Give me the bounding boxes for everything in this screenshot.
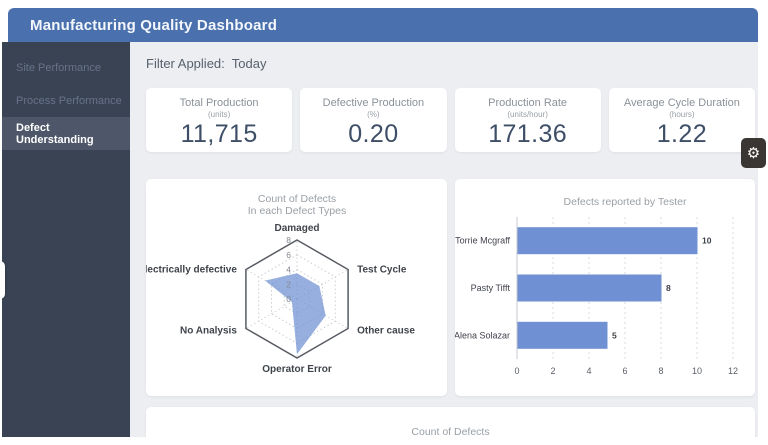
kpi-title: Average Cycle Duration: [623, 97, 740, 109]
gear-icon: ⚙: [746, 144, 761, 162]
radar-data-polygon: [265, 273, 326, 355]
radar-title-line2: In each Defect Types: [248, 205, 346, 217]
defects-by-tester-bar-chart[interactable]: Defects reported by Tester 0 2 4 6 8 10 12 10 Tor…: [455, 179, 755, 396]
bar-x-tick-label: 10: [692, 366, 702, 376]
bar-value-label: 5: [612, 330, 617, 340]
radar-axis-label: No Analysis: [180, 326, 237, 337]
bar-x-tick-label: 0: [514, 366, 519, 376]
radar-axis-label: Damaged: [274, 223, 319, 234]
sidebar-item-site-performance[interactable]: Site Performance: [2, 51, 130, 84]
radar-tick-label: 4: [286, 265, 291, 275]
sidebar-item-defect-understanding[interactable]: Defect Understanding: [2, 117, 130, 150]
charts-row: Count of Defects In each Defect Types 0 2 4 6…: [146, 179, 755, 396]
filter-applied-row: Filter Applied: Today: [146, 56, 758, 71]
kpi-value: 171.36: [488, 120, 568, 148]
app-window: Manufacturing Quality Dashboard Site Per…: [2, 8, 758, 437]
kpi-card-defective-production: Defective Production (%) 0.20: [300, 88, 447, 152]
kpi-card-total-production: Total Production (units) 11,715: [146, 88, 293, 152]
count-of-defects-card: Count of Defects: [146, 407, 755, 437]
app-header: Manufacturing Quality Dashboard: [8, 8, 758, 42]
bar-x-tick-label: 4: [586, 366, 591, 376]
bar-x-tick-label: 6: [622, 366, 627, 376]
kpi-row: Total Production (units) 11,715 Defectiv…: [146, 88, 755, 152]
bar-x-tick-label: 2: [550, 366, 555, 376]
sidebar-collapse-handle[interactable]: [0, 261, 5, 299]
radar-axis-label: Electrically defective: [146, 265, 237, 276]
kpi-card-average-cycle-duration: Average Cycle Duration (hours) 1.22: [608, 88, 755, 152]
bar-category-label: Pasty Tifft: [471, 283, 511, 293]
chart-title: Count of Defects: [411, 426, 490, 437]
kpi-unit: (units/hour): [507, 110, 548, 119]
sidebar-item-process-performance[interactable]: Process Performance: [2, 84, 130, 117]
bar-value-label: 10: [702, 236, 712, 246]
radar-tick-label: 0: [286, 294, 291, 304]
main-content: Filter Applied: Today Total Production (u…: [130, 42, 758, 437]
radar-axis-label: Operator Error: [262, 364, 332, 375]
bar-1: [517, 227, 698, 255]
kpi-card-production-rate: Production Rate (units/hour) 171.36: [454, 88, 601, 152]
radar-axis-label: Test Cycle: [357, 265, 407, 276]
kpi-unit: (%): [367, 110, 380, 119]
radar-chart-card: Count of Defects In each Defect Types 0 2 4 6…: [146, 179, 447, 396]
bar-chart-card: Defects reported by Tester 0 2 4 6 8 10 12 10 Tor…: [455, 179, 755, 396]
app-body: Site Performance Process Performance Def…: [2, 42, 758, 437]
bar-value-label: 8: [666, 283, 671, 293]
radar-plot: [245, 239, 349, 359]
bar-x-tick-label: 8: [658, 366, 663, 376]
sidebar: Site Performance Process Performance Def…: [2, 42, 130, 437]
kpi-unit: (units): [208, 110, 231, 119]
sidebar-item-label: Site Performance: [16, 61, 101, 74]
radar-tick-label: 6: [286, 250, 291, 260]
filter-label: Filter Applied:: [146, 56, 225, 71]
kpi-value: 1.22: [656, 120, 707, 148]
bar-plot: [516, 217, 734, 359]
radar-axis-label: Other cause: [357, 326, 415, 337]
radar-tick-label: 2: [286, 279, 291, 289]
app-title: Manufacturing Quality Dashboard: [30, 16, 278, 34]
radar-title-line1: Count of Defects: [258, 193, 336, 205]
kpi-title: Production Rate: [488, 97, 568, 109]
bar-category-label: Alena Solazar: [455, 330, 510, 340]
radar-tick-label: 8: [286, 235, 291, 245]
bar-3: [517, 321, 608, 349]
settings-button[interactable]: ⚙: [741, 138, 766, 168]
kpi-unit: (hours): [669, 110, 695, 119]
bar-2: [517, 274, 662, 302]
filter-value: Today: [231, 56, 267, 71]
kpi-value: 0.20: [348, 120, 399, 148]
kpi-value: 11,715: [180, 120, 258, 148]
bar-x-tick-label: 12: [728, 366, 738, 376]
kpi-title: Total Production: [179, 97, 259, 109]
kpi-title: Defective Production: [322, 97, 425, 109]
sidebar-item-label: Defect Understanding: [16, 121, 94, 146]
bar-category-label: Torrie Mcgraff: [455, 236, 510, 246]
sidebar-item-label: Process Performance: [16, 94, 122, 107]
bar-chart-title: Defects reported by Tester: [564, 196, 687, 208]
